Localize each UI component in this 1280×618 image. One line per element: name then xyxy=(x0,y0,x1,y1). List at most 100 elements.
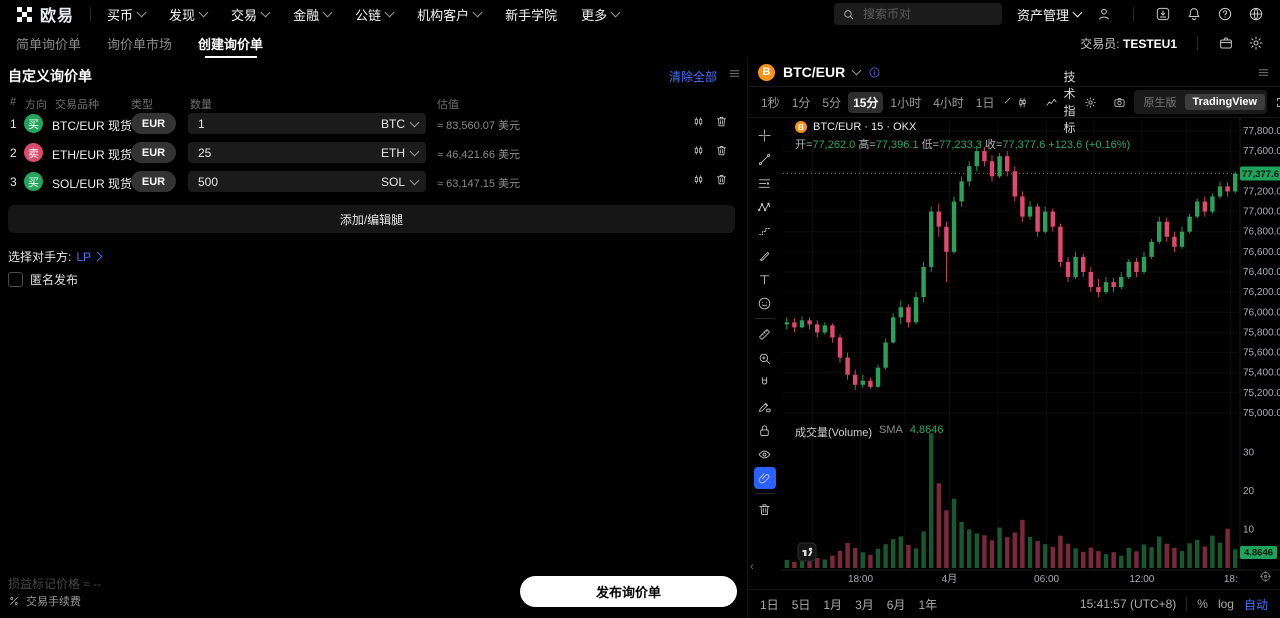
zoom-in-tool-button[interactable] xyxy=(754,347,776,369)
top-nav-item-label: 更多 xyxy=(581,7,608,23)
pair-selector[interactable]: BTC/EUR 现货 xyxy=(52,117,149,134)
scroll-left-arrow[interactable]: ‹ xyxy=(750,561,754,573)
text-tool-button[interactable] xyxy=(754,268,776,290)
add-leg-button[interactable]: 添加/编辑腿 xyxy=(8,205,735,233)
forecast-tool-button[interactable] xyxy=(754,220,776,242)
top-nav-item-label: 发现 xyxy=(169,7,196,23)
xabcd-pattern-tool-button[interactable] xyxy=(754,196,776,218)
quantity-input[interactable] xyxy=(196,115,381,132)
search-box[interactable] xyxy=(833,3,1002,25)
unit-dropdown[interactable]: BTC xyxy=(381,117,420,131)
user-icon[interactable] xyxy=(1096,6,1112,22)
assets-menu[interactable]: 资产管理 xyxy=(1017,5,1083,24)
scale-button[interactable]: log xyxy=(1217,597,1234,611)
info-icon[interactable] xyxy=(868,66,881,79)
crosshair-tool-button[interactable] xyxy=(754,124,776,146)
quantity-input[interactable] xyxy=(196,144,381,161)
top-nav-item[interactable]: 机构客户 xyxy=(417,5,483,24)
panel-menu-icon[interactable] xyxy=(728,67,741,80)
indicators-button[interactable]: 技术指标 xyxy=(1045,68,1076,136)
okx-logo[interactable]: 欧易 xyxy=(16,2,74,26)
range-button[interactable]: 3月 xyxy=(855,597,874,612)
clear-all-button[interactable]: 清除全部 xyxy=(668,70,717,84)
unit-dropdown[interactable]: ETH xyxy=(381,146,420,160)
timeframe-button[interactable]: 1日 xyxy=(975,95,995,110)
candle-style-icon[interactable] xyxy=(1016,96,1029,109)
chevron-down-icon xyxy=(136,7,147,18)
trash-tool-button[interactable] xyxy=(754,498,776,520)
top-nav-item[interactable]: 金融 xyxy=(293,5,333,24)
counterparty-link[interactable]: LP xyxy=(76,250,103,264)
publish-rfq-button[interactable]: 发布询价单 xyxy=(520,576,737,607)
chevron-down-icon[interactable] xyxy=(851,65,862,76)
tab-active[interactable]: 创建询价单 xyxy=(198,28,263,58)
chart-settings-icon[interactable] xyxy=(1084,96,1097,109)
top-nav-item[interactable]: 公链 xyxy=(355,5,395,24)
tab-item[interactable]: 简单询价单 xyxy=(16,36,82,52)
unit-dropdown[interactable]: SOL xyxy=(381,175,420,189)
top-nav-item[interactable]: 新手学院 xyxy=(505,5,557,24)
tradingview-tab[interactable]: TradingView xyxy=(1184,94,1266,110)
delete-leg-icon[interactable] xyxy=(715,144,728,157)
top-nav-item[interactable]: 更多 xyxy=(581,5,621,24)
download-icon[interactable] xyxy=(1155,6,1171,22)
top-nav-item[interactable]: 发现 xyxy=(169,5,209,24)
emoji-tool-button[interactable] xyxy=(754,292,776,314)
scale-button[interactable]: % xyxy=(1197,597,1208,611)
symbol-name[interactable]: BTC/EUR xyxy=(783,64,846,80)
camera-icon[interactable] xyxy=(1113,96,1126,109)
delete-leg-icon[interactable] xyxy=(715,173,728,186)
top-nav-item[interactable]: 交易 xyxy=(231,5,271,24)
range-button[interactable]: 1月 xyxy=(823,597,843,612)
tab-item[interactable]: 询价单市场 xyxy=(107,36,173,52)
anonymous-checkbox[interactable] xyxy=(8,272,23,287)
range-button[interactable]: 6月 xyxy=(886,597,906,612)
range-button[interactable]: 1日 xyxy=(760,597,779,612)
timeframe-button[interactable]: 1分 xyxy=(791,95,811,110)
timeframe-button[interactable]: 1秒 xyxy=(761,95,780,110)
timeframe-button[interactable]: 15分 xyxy=(848,91,884,113)
top-nav-item[interactable]: 买币 xyxy=(107,5,147,24)
currency-pill[interactable]: EUR xyxy=(131,142,176,163)
timeframe-button[interactable]: 4小时 xyxy=(933,95,964,110)
draw-lock-tool-button[interactable] xyxy=(754,395,776,417)
more-timeframes-icon[interactable] xyxy=(1005,97,1011,104)
magnet-tool-button[interactable] xyxy=(754,371,776,393)
price-chart[interactable]: 77,800.077,600.077,400.077,200.077,000.0… xyxy=(748,117,1280,590)
pair-selector[interactable]: ETH/EUR 现货 xyxy=(52,146,149,163)
delete-leg-icon[interactable] xyxy=(715,115,728,128)
chart-menu-icon[interactable] xyxy=(1257,66,1270,79)
quantity-input[interactable] xyxy=(196,173,381,190)
pair-selector[interactable]: SOL/EUR 现货 xyxy=(52,175,149,192)
ruler-tool-button[interactable] xyxy=(754,323,776,345)
lock-tool-button[interactable] xyxy=(754,419,776,441)
range-button[interactable]: 1年 xyxy=(918,597,938,612)
help-icon[interactable] xyxy=(1217,6,1233,22)
eye-tool-button[interactable] xyxy=(754,443,776,465)
go-to-realtime-icon[interactable] xyxy=(1259,570,1272,583)
chart-icon[interactable] xyxy=(692,115,705,128)
auto-scale-button[interactable]: 自动 xyxy=(1243,597,1268,612)
currency-pill[interactable]: EUR xyxy=(131,171,176,192)
chevron-down-icon xyxy=(472,7,483,18)
bell-icon[interactable] xyxy=(1186,6,1202,22)
currency-pill[interactable]: EUR xyxy=(131,113,176,134)
gear-icon[interactable] xyxy=(1248,35,1264,51)
chart-icon[interactable] xyxy=(692,173,705,186)
brush-tool-button[interactable] xyxy=(754,244,776,266)
leg-value: ≈ 46,421.66 美元 xyxy=(437,149,521,161)
range-button[interactable]: 5日 xyxy=(791,597,811,612)
search-input[interactable] xyxy=(860,6,994,22)
quantity-field: SOL xyxy=(188,171,426,192)
fullscreen-icon[interactable] xyxy=(1275,96,1280,109)
native-version-tab[interactable]: 原生版 xyxy=(1143,97,1177,109)
chart-icon[interactable] xyxy=(692,144,705,157)
workspace-icon[interactable] xyxy=(1218,35,1234,51)
link-tool-button[interactable] xyxy=(753,467,776,489)
trend-line-tool-button[interactable] xyxy=(754,148,776,170)
fib-retracement-tool-button[interactable] xyxy=(754,172,776,194)
timeframe-button[interactable]: 5分 xyxy=(822,95,842,110)
globe-icon[interactable] xyxy=(1248,6,1264,22)
timeframe-button[interactable]: 1小时 xyxy=(890,95,922,110)
